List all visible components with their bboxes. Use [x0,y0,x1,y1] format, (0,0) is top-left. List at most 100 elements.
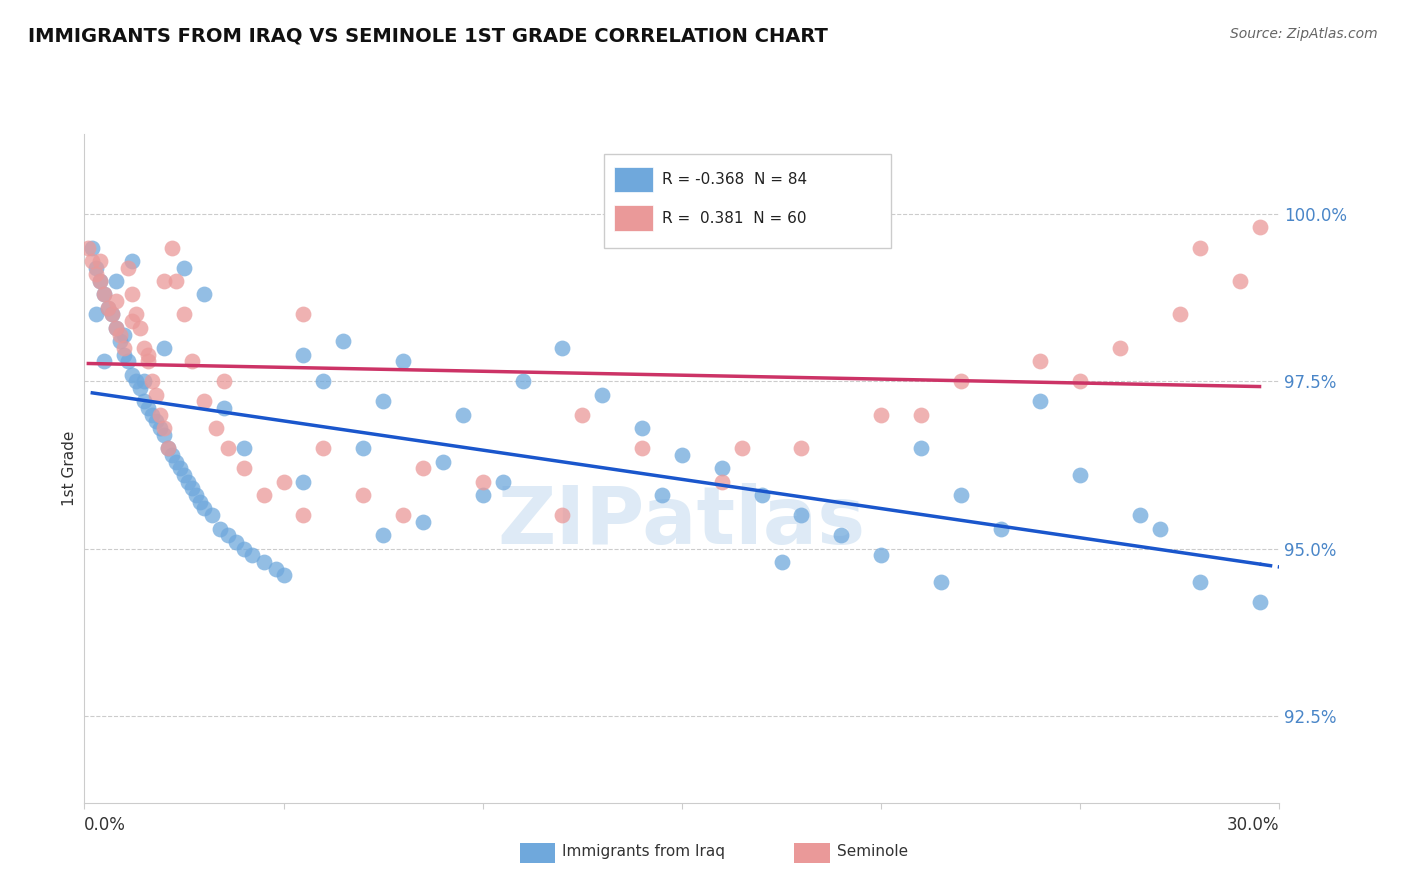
Point [153,341,176,355]
Point [89,274,111,288]
Point [165,455,187,469]
Point [160,241,183,255]
Point [101,308,124,322]
Point [93,287,115,301]
Point [1129,508,1152,523]
Point [141,408,163,422]
Point [112,327,135,342]
Text: ZIPatlas: ZIPatlas [498,483,866,561]
Text: R =  0.381  N = 60: R = 0.381 N = 60 [662,211,806,226]
Point [471,475,494,489]
Point [169,461,191,475]
Point [136,401,159,416]
Point [217,528,239,542]
Point [292,348,315,362]
Point [89,254,111,268]
Point [141,375,163,389]
Point [132,375,156,389]
Point [82,241,104,255]
Point [77,241,100,255]
Point [89,274,111,288]
Point [153,421,176,435]
Point [1069,375,1091,389]
Text: 30.0%: 30.0% [1227,816,1279,834]
Point [193,501,215,516]
Point [1188,575,1211,590]
Point [790,442,813,456]
Point [392,354,415,368]
Point [292,308,315,322]
Point [949,375,972,389]
Point [312,375,335,389]
Point [492,475,515,489]
Point [232,541,254,556]
Point [264,562,287,576]
Point [292,475,315,489]
Point [93,287,115,301]
Point [97,301,120,315]
Point [145,388,167,402]
Point [110,327,132,342]
Point [591,388,613,402]
Point [153,274,176,288]
Point [193,394,215,409]
Point [830,528,852,542]
Point [240,549,263,563]
Point [870,549,893,563]
Point [710,461,733,475]
Point [157,442,180,456]
Point [160,448,183,462]
Point [84,260,107,275]
Point [371,394,394,409]
Point [371,528,394,542]
Point [1229,274,1251,288]
FancyBboxPatch shape [605,154,891,248]
Point [1029,354,1052,368]
Point [136,354,159,368]
Point [710,475,733,489]
Point [173,260,195,275]
Point [731,442,754,456]
Point [193,287,215,301]
Point [188,495,211,509]
Point [157,442,180,456]
Point [129,381,152,395]
Point [412,515,434,529]
Point [84,308,107,322]
Point [212,401,235,416]
Point [112,341,135,355]
Point [412,461,434,475]
Point [97,301,120,315]
Point [173,308,195,322]
Point [770,555,793,569]
Point [512,375,534,389]
Point [1249,220,1271,235]
Point [910,442,932,456]
Point [232,442,254,456]
Point [201,508,224,523]
Point [129,321,152,335]
Point [105,294,128,309]
Point [149,408,172,422]
Point [173,468,195,483]
Text: IMMIGRANTS FROM IRAQ VS SEMINOLE 1ST GRADE CORRELATION CHART: IMMIGRANTS FROM IRAQ VS SEMINOLE 1ST GRA… [28,27,828,45]
Point [451,408,474,422]
Text: 0.0%: 0.0% [84,816,127,834]
Point [392,508,415,523]
Point [145,415,167,429]
Point [631,421,654,435]
Point [121,287,143,301]
Point [1149,522,1171,536]
Point [105,321,128,335]
Point [949,488,972,502]
Point [352,442,374,456]
Point [1249,595,1271,609]
Point [631,442,654,456]
Point [101,308,124,322]
Point [121,314,143,328]
Point [990,522,1012,536]
Point [110,334,132,349]
Point [910,408,932,422]
Point [232,461,254,475]
Point [82,254,104,268]
